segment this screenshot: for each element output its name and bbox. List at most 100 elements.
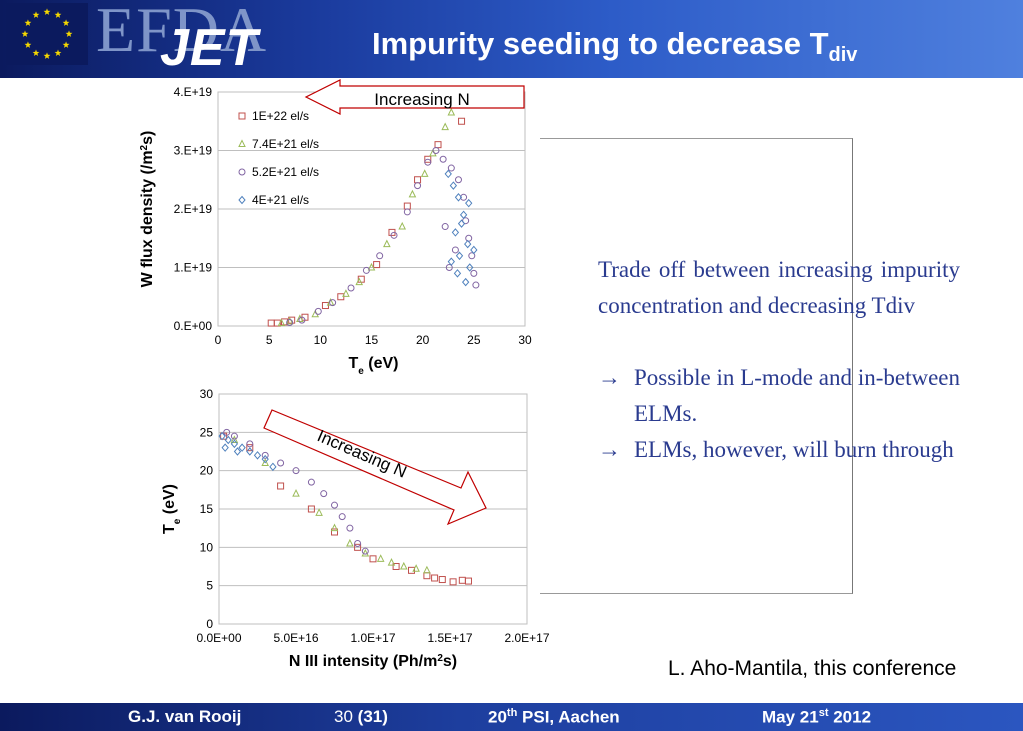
- arrow-right-icon: →: [598, 365, 621, 390]
- data-point: [441, 223, 449, 231]
- data-point: [444, 169, 452, 179]
- data-point: [273, 319, 281, 327]
- data-point: [230, 432, 238, 440]
- data-point: [238, 443, 246, 452]
- eu-flag-logo: [6, 3, 88, 65]
- eu-star-icon: [65, 30, 73, 37]
- data-point: [445, 264, 453, 271]
- x-axis-label: N III intensity (Ph/m2s): [289, 653, 457, 671]
- data-point: [277, 459, 285, 467]
- data-point: [420, 169, 429, 177]
- jet-logo: JET: [160, 19, 259, 77]
- data-point: [246, 444, 254, 452]
- eu-star-icon: [21, 30, 29, 37]
- data-point: [329, 299, 337, 307]
- y-tick-label: 5: [206, 579, 213, 593]
- bullet-item: → ELMs, however, will burn through: [598, 432, 960, 468]
- footer-bar: G.J. van Rooij 30 (31) 20th PSI, Aachen …: [0, 703, 1023, 731]
- x-tick-label: 15: [365, 333, 379, 347]
- data-point: [439, 155, 447, 163]
- data-point: [423, 565, 431, 574]
- footer-page: 30 (31): [334, 707, 388, 726]
- top-increasing-arrow: Increasing N: [304, 79, 525, 115]
- data-point: [457, 219, 466, 228]
- data-point: [387, 558, 396, 566]
- data-point: [315, 508, 323, 516]
- data-point: [253, 451, 262, 460]
- footer-author: G.J. van Rooij: [128, 707, 242, 726]
- x-axis-label: Te (eV): [348, 355, 398, 377]
- data-point: [414, 182, 422, 190]
- data-point: [221, 443, 229, 452]
- data-point: [320, 490, 328, 498]
- data-point: [470, 269, 478, 277]
- data-point: [267, 319, 275, 327]
- data-point: [330, 523, 339, 532]
- data-point: [269, 462, 277, 472]
- footer-conference: 20th PSI, Aachen: [488, 707, 620, 727]
- data-point: [354, 540, 362, 547]
- data-point: [218, 431, 226, 441]
- data-point: [224, 435, 232, 445]
- data-point: [296, 314, 304, 322]
- legend-label: 4E+21 el/s: [252, 193, 309, 207]
- data-point: [314, 307, 322, 315]
- data-point: [347, 284, 355, 292]
- y-tick-label: 0: [206, 617, 213, 631]
- data-point: [424, 158, 432, 166]
- x-tick-label: 1.5E+17: [427, 631, 472, 645]
- data-point: [459, 210, 468, 220]
- data-point: [361, 548, 370, 557]
- data-point: [398, 221, 407, 230]
- y-axis-label: W flux density (/m2s): [139, 131, 157, 288]
- data-point: [447, 164, 455, 172]
- data-point: [472, 281, 480, 289]
- data-point: [449, 181, 458, 190]
- data-point: [424, 155, 432, 163]
- data-point: [460, 193, 468, 201]
- data-point: [342, 289, 350, 297]
- w-flux-chart: 0.E+00 1.E+19 2.E+19 3.E+19 4.E+19 0 5 10 15 20 25…: [139, 85, 532, 377]
- data-point: [369, 555, 377, 563]
- data-point: [238, 112, 246, 120]
- slide-title: Impurity seeding to decrease Tdiv: [372, 26, 858, 66]
- data-point: [465, 234, 473, 242]
- x-tick-label: 5.0E+16: [273, 631, 318, 645]
- data-point: [261, 454, 269, 464]
- data-point: [307, 478, 315, 486]
- data-point: [355, 277, 364, 286]
- data-point: [470, 245, 478, 255]
- legend-label: 5.2E+21 el/s: [252, 165, 319, 179]
- data-point: [238, 195, 246, 205]
- data-point: [373, 261, 381, 269]
- bullet-item: → Possible in L-mode and in-between ELMs…: [598, 360, 960, 432]
- text-frame: [540, 138, 853, 594]
- arrow-right-icon: →: [598, 437, 621, 462]
- data-point: [392, 563, 400, 570]
- data-point: [238, 139, 246, 147]
- y-tick-label: 0.E+00: [174, 319, 213, 333]
- data-point: [449, 578, 457, 586]
- x-tick-label: 1.0E+17: [350, 631, 395, 645]
- eu-star-icon: [32, 49, 40, 56]
- data-point: [292, 489, 300, 497]
- y-tick-label: 10: [200, 540, 214, 554]
- data-point: [434, 141, 442, 149]
- data-point: [277, 318, 286, 327]
- data-point: [414, 176, 422, 184]
- bullet-text: ELMs, however, will burn through: [634, 437, 954, 462]
- data-point: [246, 440, 254, 448]
- data-point: [466, 263, 474, 272]
- data-point: [230, 439, 239, 449]
- y-tick-label: 30: [200, 387, 214, 401]
- data-point: [338, 513, 346, 521]
- data-point: [285, 316, 294, 325]
- data-point: [354, 543, 362, 551]
- data-point: [261, 458, 270, 466]
- x-tick-label: 10: [314, 333, 328, 347]
- chart-legend: 1E+22 el/s 7.4E+21 el/s 5.2E+21 el/s 4E+21 …: [238, 109, 319, 207]
- data-point: [376, 252, 384, 260]
- data-point: [403, 208, 411, 216]
- data-point: [298, 316, 306, 324]
- tradeoff-paragraph: Trade off between increasing impurity co…: [598, 257, 960, 318]
